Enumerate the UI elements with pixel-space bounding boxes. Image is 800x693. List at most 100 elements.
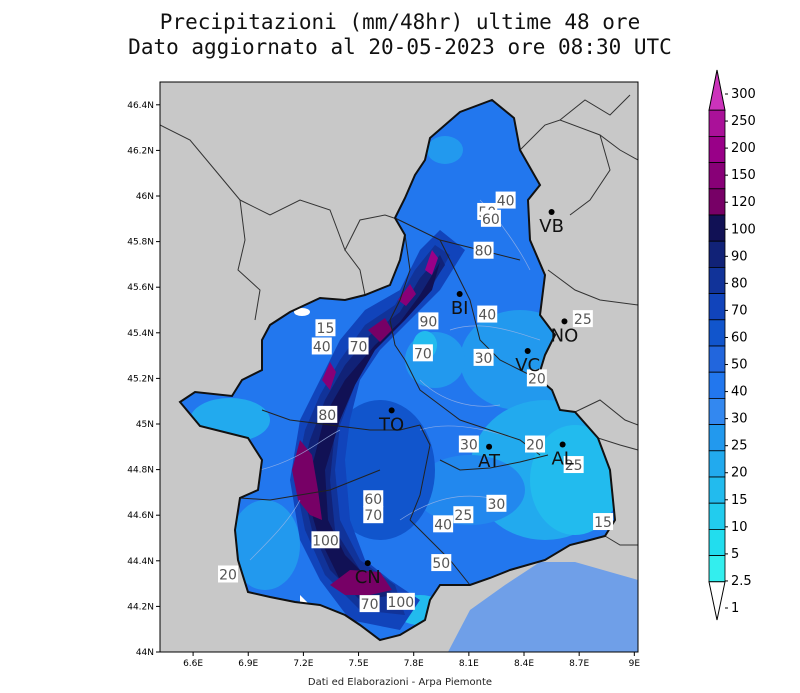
svg-text:80: 80 xyxy=(475,244,493,260)
lon-tick-label: 7.8E xyxy=(404,659,424,669)
svg-text:15: 15 xyxy=(594,515,612,531)
colorbar-segment xyxy=(708,135,726,163)
colorbar-segment xyxy=(708,319,726,347)
svg-text:30: 30 xyxy=(475,351,493,367)
svg-text:60: 60 xyxy=(482,212,500,228)
colorbar-segment xyxy=(708,529,726,557)
colorbar-label: 60 xyxy=(731,330,748,345)
svg-text:NO: NO xyxy=(551,325,579,346)
colorbar-label: 120 xyxy=(731,195,756,210)
svg-text:60: 60 xyxy=(364,492,382,508)
svg-text:90: 90 xyxy=(420,314,438,330)
lat-tick-label: 44N xyxy=(136,648,154,658)
lat-tick-label: 46.4N xyxy=(127,101,154,111)
colorbar-label: 150 xyxy=(731,168,756,183)
lat-tick-label: 44.2N xyxy=(127,602,154,612)
colorbar-segment xyxy=(708,450,726,478)
colorbar-label: 40 xyxy=(731,385,748,400)
contour-label: 50 xyxy=(431,554,452,572)
contour-label: 25 xyxy=(572,310,593,328)
city-at: AT xyxy=(478,443,501,472)
contour-label: 20 xyxy=(526,369,547,387)
city-to: TO xyxy=(378,407,404,435)
lon-tick-label: 9E xyxy=(629,659,641,669)
colorbar-segment xyxy=(708,397,726,425)
contour-label: 40 xyxy=(477,305,498,324)
colorbar-label: 1 xyxy=(731,601,739,616)
colorbar-top-triangle xyxy=(708,69,726,111)
province-borders xyxy=(239,217,549,586)
colorbar-segment xyxy=(708,371,726,399)
contour-label: 80 xyxy=(317,405,338,424)
svg-text:40: 40 xyxy=(313,339,331,355)
contour-label: 70 xyxy=(359,595,380,613)
lon-tick-label: 7.2E xyxy=(293,659,313,669)
colorbar-label: 2.5 xyxy=(731,574,752,589)
city-cn: CN xyxy=(355,560,381,588)
svg-text:80: 80 xyxy=(318,408,336,424)
svg-text:70: 70 xyxy=(361,597,379,613)
colorbar-label: 250 xyxy=(731,114,756,129)
lon-tick-label: 8.7E xyxy=(569,659,589,669)
lat-tick-label: 46N xyxy=(136,192,154,202)
contour-label: 20 xyxy=(218,565,239,583)
colorbar-bottom-triangle xyxy=(708,581,726,621)
contour-label: 25 xyxy=(453,506,474,524)
lat-tick-label: 44.8N xyxy=(127,466,154,476)
contour-label: 80 xyxy=(473,241,494,260)
svg-text:25: 25 xyxy=(574,312,592,328)
contour-label: 15 xyxy=(593,513,614,531)
contour-labels: 4050608040259070302015407080302025607040… xyxy=(218,191,614,613)
colorbar-label: 70 xyxy=(731,303,748,318)
colorbar-label: 20 xyxy=(731,466,748,481)
svg-text:30: 30 xyxy=(488,497,506,513)
contour-label: 70 xyxy=(348,337,369,355)
city-bi: BI xyxy=(451,291,469,319)
city-no: NO xyxy=(551,318,579,346)
region-outline xyxy=(178,98,617,642)
svg-text:50: 50 xyxy=(432,556,450,572)
svg-text:70: 70 xyxy=(350,339,368,355)
colorbar-label: 50 xyxy=(731,358,748,373)
map-frame xyxy=(159,81,639,653)
lon-tick-label: 8.1E xyxy=(459,659,479,669)
svg-text:CN: CN xyxy=(355,567,381,588)
latitude-axis: 46.4N 46.2N 46N 45.8N 45.6N 45.4N 45.2N 45N 44.8… xyxy=(127,101,160,658)
colorbar-label: 100 xyxy=(731,222,756,237)
colorbar-label: 90 xyxy=(731,249,748,264)
colorbar-segment xyxy=(708,162,726,190)
svg-text:30: 30 xyxy=(460,438,478,454)
contour-label: 100 xyxy=(386,592,415,611)
svg-text:40: 40 xyxy=(434,517,452,533)
contour-label: 30 xyxy=(458,435,479,454)
lon-tick-label: 8.4E xyxy=(514,659,534,669)
svg-text:100: 100 xyxy=(312,533,339,549)
lat-tick-label: 45.4N xyxy=(127,329,154,339)
colorbar-label: 5 xyxy=(731,547,739,562)
contour-label: 25 xyxy=(563,456,584,474)
colorbar-label: 300 xyxy=(731,87,756,102)
colorbar-label: 25 xyxy=(731,439,748,454)
lat-tick-label: 45.8N xyxy=(127,238,154,248)
lat-tick-label: 45.2N xyxy=(127,374,154,384)
footer-credit: Dati ed Elaborazioni - Arpa Piemonte xyxy=(307,677,493,688)
contour-label: 15 xyxy=(315,319,336,337)
contour-label: 100 xyxy=(311,531,340,549)
colorbar-segment xyxy=(708,555,726,583)
lon-tick-label: 6.6E xyxy=(183,659,203,669)
contour-label: 30 xyxy=(486,494,507,513)
contour-label: 30 xyxy=(473,348,494,367)
lon-tick-label: 6.9E xyxy=(238,659,258,669)
svg-text:AT: AT xyxy=(478,451,501,472)
colorbar-segment xyxy=(708,424,726,452)
contour-label: 70 xyxy=(363,506,384,524)
contour-label: 40 xyxy=(311,337,332,355)
svg-text:15: 15 xyxy=(317,321,335,337)
colorbar-segment xyxy=(708,214,726,242)
colorbar-segment xyxy=(708,345,726,373)
lon-tick-label: 7.5E xyxy=(349,659,369,669)
sea-area xyxy=(448,562,638,652)
colorbar-segment xyxy=(708,266,726,294)
contour-label: 40 xyxy=(433,515,454,533)
